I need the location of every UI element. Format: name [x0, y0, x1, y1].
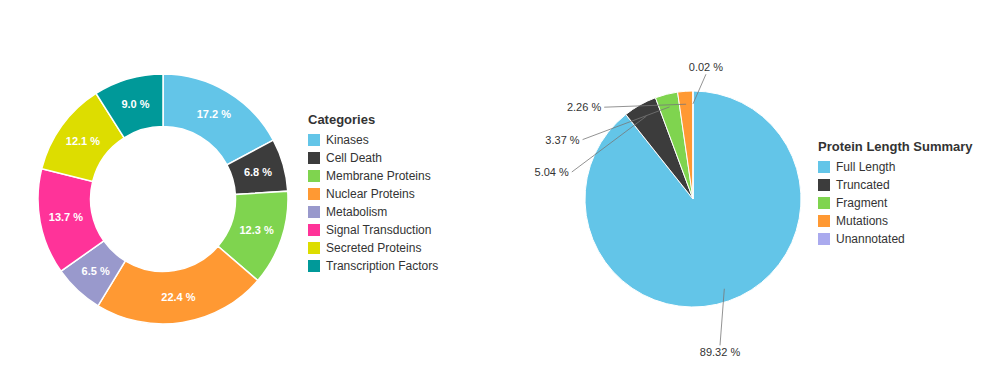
- html-text:Unannotated: Unannotated: [836, 231, 905, 246]
- svg-text:12.3 %: 12.3 %: [240, 224, 274, 236]
- html-text:Nuclear Proteins: Nuclear Proteins: [326, 186, 415, 201]
- svg-text:3.37 %: 3.37 %: [545, 134, 579, 146]
- svg-text:2.26 %: 2.26 %: [567, 101, 601, 113]
- html-text:Truncated: Truncated: [836, 177, 890, 192]
- html-text:Kinases: Kinases: [326, 132, 369, 147]
- svg-text:9.0 %: 9.0 %: [121, 98, 149, 110]
- html-text:Full Length: Full Length: [836, 159, 896, 174]
- html-text:Membrane Proteins: Membrane Proteins: [326, 168, 431, 183]
- html-text:Cell Death: Cell Death: [326, 150, 382, 165]
- html-text:Signal Transduction: Signal Transduction: [326, 222, 432, 237]
- html-text:Fragment: Fragment: [836, 195, 888, 210]
- svg-text:0.02 %: 0.02 %: [689, 61, 723, 73]
- svg-text:13.7 %: 13.7 %: [49, 211, 83, 223]
- html-text:Mutations: Mutations: [836, 213, 888, 228]
- svg-text:89.32 %: 89.32 %: [700, 346, 741, 358]
- html-text:Protein Length Summary: Protein Length Summary: [818, 138, 973, 154]
- html-text:Metabolism: Metabolism: [326, 204, 388, 219]
- svg-text:22.4 %: 22.4 %: [161, 291, 195, 303]
- svg-text:12.1 %: 12.1 %: [66, 135, 100, 147]
- svg-text:6.5 %: 6.5 %: [82, 265, 110, 277]
- svg-text:17.2 %: 17.2 %: [197, 108, 231, 120]
- html-text:Transcription Factors: Transcription Factors: [326, 258, 439, 273]
- html-text:Secreted Proteins: Secreted Proteins: [326, 240, 422, 255]
- html-text:Categories: Categories: [308, 111, 376, 127]
- svg-text:5.04 %: 5.04 %: [535, 166, 569, 178]
- svg-text:6.8 %: 6.8 %: [244, 166, 272, 178]
